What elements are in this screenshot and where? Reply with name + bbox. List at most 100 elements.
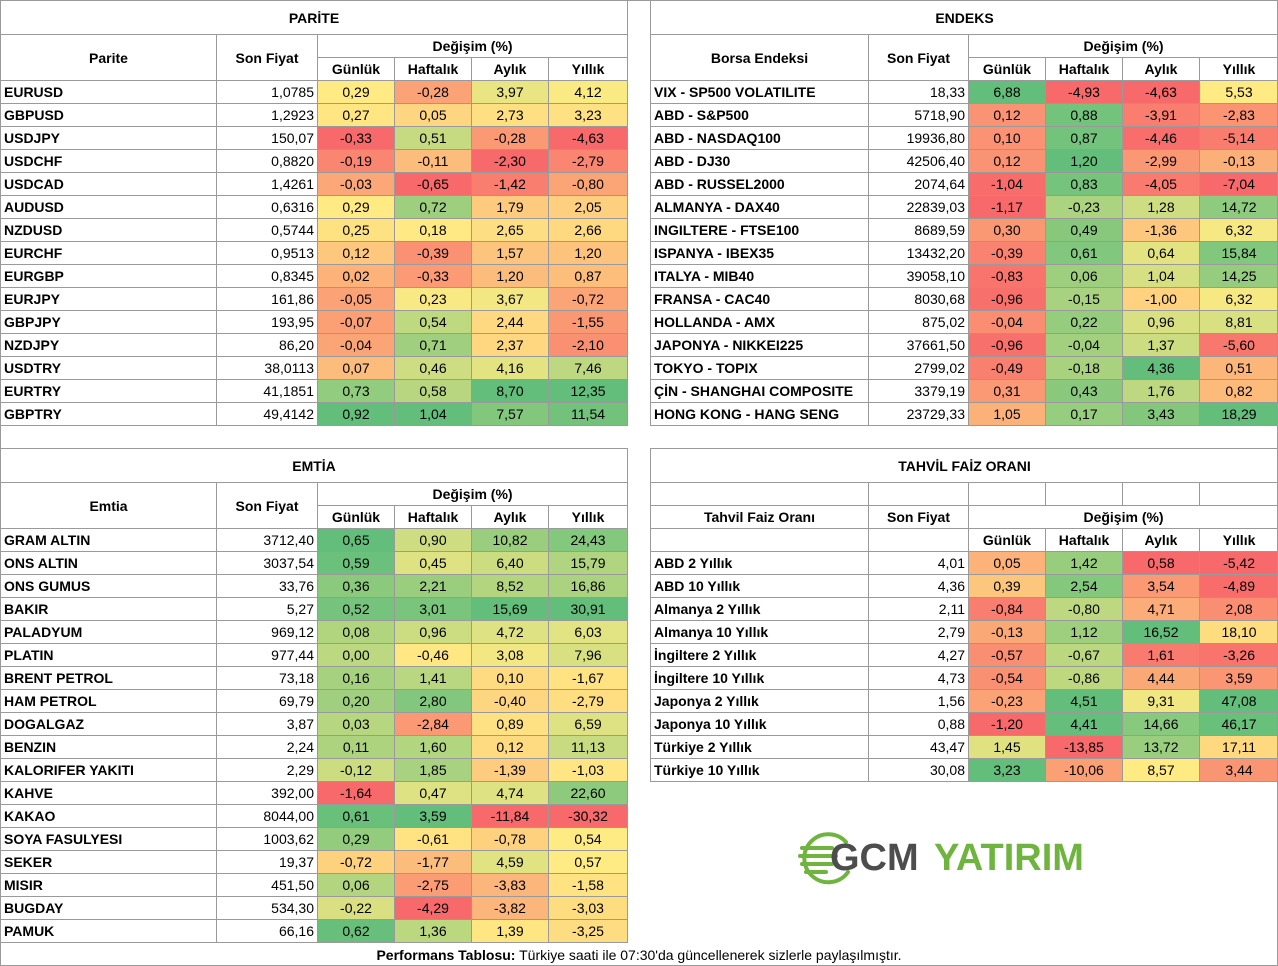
emtia-row-weekly: 0,96 (394, 620, 472, 644)
parite-row-price: 0,6316 (216, 195, 318, 219)
endeks-row: ABD - DJ30 42506,40 0,12 1,20 -2,99 -0,13 (650, 149, 1278, 173)
emtia-row-weekly: 1,85 (394, 758, 472, 782)
endeks-row-monthly: 1,28 (1122, 195, 1200, 219)
tahvil-row-monthly: 0,58 (1122, 551, 1200, 575)
tahvil-row-monthly: 16,52 (1122, 620, 1200, 644)
endeks-row-daily: 6,88 (968, 80, 1046, 104)
tahvil-sub-blank (868, 528, 969, 552)
parite-row: USDTRY 38,0113 0,07 0,46 4,16 7,46 (0, 356, 629, 380)
endeks-row-monthly: -1,00 (1122, 287, 1200, 311)
endeks-row-name: ALMANYA - DAX40 (650, 195, 869, 219)
tahvil-header-row: Tahvil Faiz Oranı Son Fiyat Değişim (%) (650, 505, 1278, 529)
parite-row-yearly: 7,46 (547, 356, 629, 380)
endeks-row: ISPANYA - IBEX35 13432,20 -0,39 0,61 0,64 15,… (650, 241, 1278, 265)
tahvil-panel: TAHVİL FAİZ ORANI Tahvil Faiz Oranı Son Fi… (649, 448, 1278, 782)
parite-row-name: EURUSD (0, 80, 217, 104)
endeks-row-daily: 0,12 (968, 103, 1046, 127)
tahvil-row: Almanya 2 Yıllık 2,11 -0,84 -0,80 4,71 2,08 (650, 597, 1278, 621)
emtia-row-weekly: -1,77 (394, 850, 472, 874)
emtia-row-yearly: 24,43 (547, 528, 629, 552)
emtia-row-yearly: 0,54 (547, 827, 629, 851)
endeks-row-weekly: 0,06 (1045, 264, 1123, 288)
endeks-row-weekly: 0,88 (1045, 103, 1123, 127)
parite-row: EURUSD 1,0785 0,29 -0,28 3,97 4,12 (0, 80, 629, 104)
parite-row-yearly: -4,63 (547, 126, 629, 150)
parite-sub-1: Haftalık (394, 57, 472, 81)
emtia-row-monthly: -3,82 (471, 896, 549, 920)
emtia-row-price: 73,18 (216, 666, 318, 690)
tahvil-row-yearly: 47,08 (1198, 689, 1278, 713)
tahvil-row-yearly: 46,17 (1198, 712, 1278, 736)
emtia-row-monthly: 15,69 (471, 597, 549, 621)
parite-row-weekly: 1,04 (394, 402, 472, 426)
endeks-sub-2: Aylık (1122, 57, 1200, 81)
emtia-row-yearly: 15,79 (547, 551, 629, 575)
emtia-row-daily: 0,62 (317, 919, 395, 943)
emtia-row-daily: -0,22 (317, 896, 395, 920)
parite-row-price: 1,2923 (216, 103, 318, 127)
emtia-row-name: ONS ALTIN (0, 551, 217, 575)
tahvil-row-name: Japonya 10 Yıllık (650, 712, 869, 736)
endeks-sub-3: Yıllık (1198, 57, 1278, 81)
tahvil-title: TAHVİL FAİZ ORANI (649, 448, 1278, 483)
endeks-row-monthly: -4,63 (1122, 80, 1200, 104)
tahvil-row-price: 30,08 (868, 758, 969, 782)
parite-row-yearly: 11,54 (547, 402, 629, 426)
emtia-row-price: 33,76 (216, 574, 318, 598)
endeks-row-monthly: -2,99 (1122, 149, 1200, 173)
endeks-row-yearly: 15,84 (1198, 241, 1278, 265)
parite-row-yearly: 2,66 (547, 218, 629, 242)
emtia-row-name: BRENT PETROL (0, 666, 217, 690)
parite-row-daily: 0,12 (317, 241, 395, 265)
parite-row-weekly: 0,18 (394, 218, 472, 242)
endeks-row-yearly: 5,53 (1198, 80, 1278, 104)
parite-row-price: 86,20 (216, 333, 318, 357)
emtia-row: KAKAO 8044,00 0,61 3,59 -11,84 -30,32 (0, 804, 629, 828)
endeks-row-price: 8030,68 (868, 287, 969, 311)
parite-row-monthly: 2,73 (471, 103, 549, 127)
parite-row-daily: 0,73 (317, 379, 395, 403)
parite-row-monthly: 4,16 (471, 356, 549, 380)
emtia-row-name: BAKIR (0, 597, 217, 621)
emtia-row-name: MISIR (0, 873, 217, 897)
parite-sub-2: Aylık (471, 57, 549, 81)
parite-row-yearly: -2,79 (547, 149, 629, 173)
endeks-row-daily: -0,83 (968, 264, 1046, 288)
endeks-sub-0: Günlük (968, 57, 1046, 81)
emtia-row-monthly: 4,59 (471, 850, 549, 874)
endeks-row-weekly: -0,18 (1045, 356, 1123, 380)
parite-row-weekly: 0,46 (394, 356, 472, 380)
parite-row-name: GBPJPY (0, 310, 217, 334)
tahvil-blank-cell (1198, 482, 1278, 506)
endeks-row: ALMANYA - DAX40 22839,03 -1,17 -0,23 1,28 14,… (650, 195, 1278, 219)
parite-row-weekly: 0,51 (394, 126, 472, 150)
endeks-row-yearly: -5,60 (1198, 333, 1278, 357)
emtia-row: ONS GUMUS 33,76 0,36 2,21 8,52 16,86 (0, 574, 629, 598)
emtia-row-price: 3712,40 (216, 528, 318, 552)
endeks-row-price: 8689,59 (868, 218, 969, 242)
emtia-row-monthly: 8,52 (471, 574, 549, 598)
tahvil-row: Türkiye 10 Yıllık 30,08 3,23 -10,06 8,57 3,44 (650, 758, 1278, 782)
parite-row-monthly: 1,57 (471, 241, 549, 265)
endeks-row-yearly: 14,25 (1198, 264, 1278, 288)
tahvil-row-yearly: 2,08 (1198, 597, 1278, 621)
endeks-row-weekly: 0,43 (1045, 379, 1123, 403)
emtia-col-price: Son Fiyat (216, 482, 318, 529)
tahvil-title-row: TAHVİL FAİZ ORANI (649, 448, 1278, 483)
emtia-row-price: 69,79 (216, 689, 318, 713)
emtia-row: BAKIR 5,27 0,52 3,01 15,69 30,91 (0, 597, 629, 621)
tahvil-blank-cell (968, 482, 1046, 506)
emtia-row-daily: 0,11 (317, 735, 395, 759)
endeks-row-yearly: 6,32 (1198, 218, 1278, 242)
endeks-row-name: ITALYA - MIB40 (650, 264, 869, 288)
tahvil-row: ABD 2 Yıllık 4,01 0,05 1,42 0,58 -5,42 (650, 551, 1278, 575)
emtia-row-yearly: 7,96 (547, 643, 629, 667)
emtia-row-daily: 0,59 (317, 551, 395, 575)
footer-note: Performans Tablosu: Türkiye saati ile 07… (0, 944, 1278, 966)
emtia-row-name: ONS GUMUS (0, 574, 217, 598)
parite-row-yearly: -0,72 (547, 287, 629, 311)
endeks-row: ABD - RUSSEL2000 2074,64 -1,04 0,83 -4,05 -7,… (650, 172, 1278, 196)
parite-col-change: Değişim (%) (316, 34, 629, 58)
tahvil-row-price: 2,11 (868, 597, 969, 621)
endeks-row-monthly: -4,46 (1122, 126, 1200, 150)
